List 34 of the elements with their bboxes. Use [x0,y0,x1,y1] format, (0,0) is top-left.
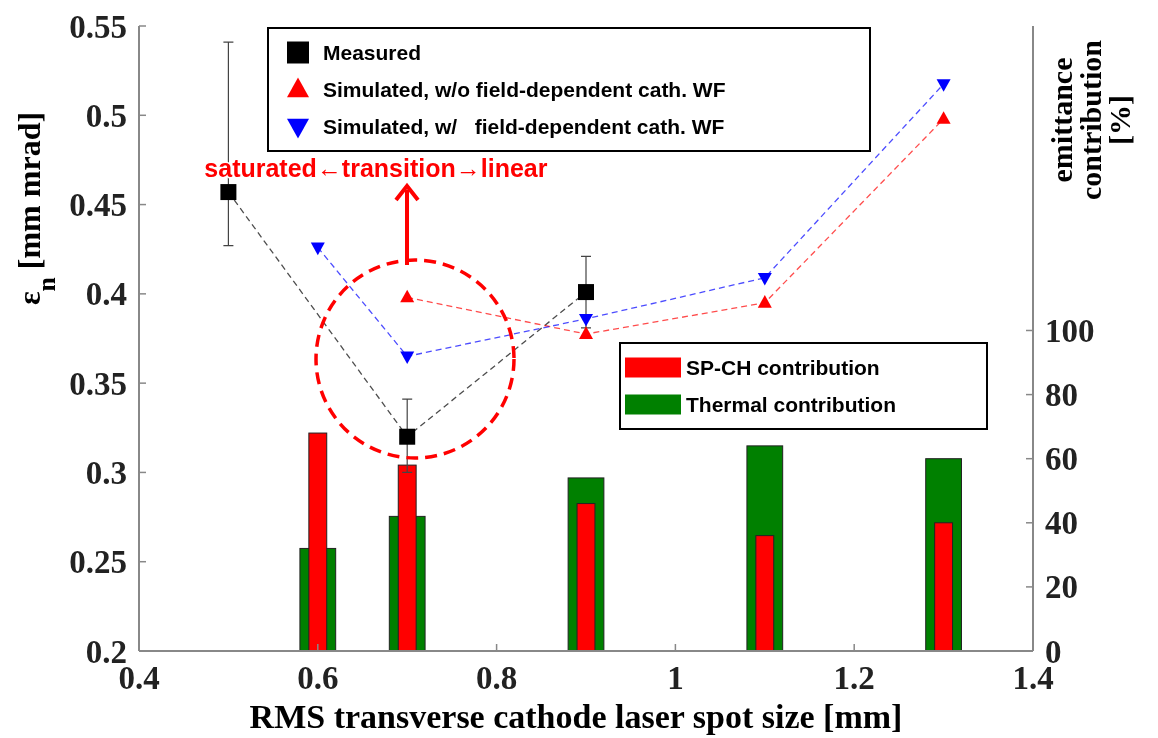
legend-label: Simulated, w/o field-dependent cath. WF [323,77,726,101]
y2-axis-title: emittance contribution [%] [1045,39,1136,201]
y-tick-label: 0.3 [85,454,127,491]
x-axis-title: RMS transverse cathode laser spot size [mm] [249,698,903,735]
y2-tick-label: 40 [1045,505,1078,542]
point [220,184,237,201]
y-tick-label: 0.35 [69,365,127,402]
point [400,351,415,365]
y2-tick-label: 60 [1045,441,1078,478]
point [579,313,593,327]
point [310,242,325,256]
legend-label: SP-CH contribution [686,355,880,379]
x-tick-label: 1.2 [833,660,875,696]
y-tick-label: 0.4 [85,276,127,313]
legend-label: Simulated, w/ field-dependent cath. WF [323,114,725,138]
point [936,79,951,92]
point [579,326,593,339]
point [757,272,772,286]
x-tick-label: 1 [667,660,684,696]
y-tick-label: 0.45 [69,187,127,224]
legend-label: Measured [323,40,422,64]
point [399,428,416,445]
y2-tick-label: 100 [1045,313,1095,350]
point [757,295,772,308]
y2-tick-label: 80 [1045,377,1078,414]
x-tick-label: 0.6 [297,660,339,696]
y-tick-label: 0.25 [69,544,127,581]
point [578,284,594,301]
legend-label: Thermal contribution [686,392,896,416]
y-tick-label: 0.55 [69,8,127,45]
y-tick-label: 0.5 [85,97,127,134]
y2-tick-label: 20 [1045,569,1078,606]
point [400,289,415,303]
x-tick-label: 0.8 [475,660,518,696]
